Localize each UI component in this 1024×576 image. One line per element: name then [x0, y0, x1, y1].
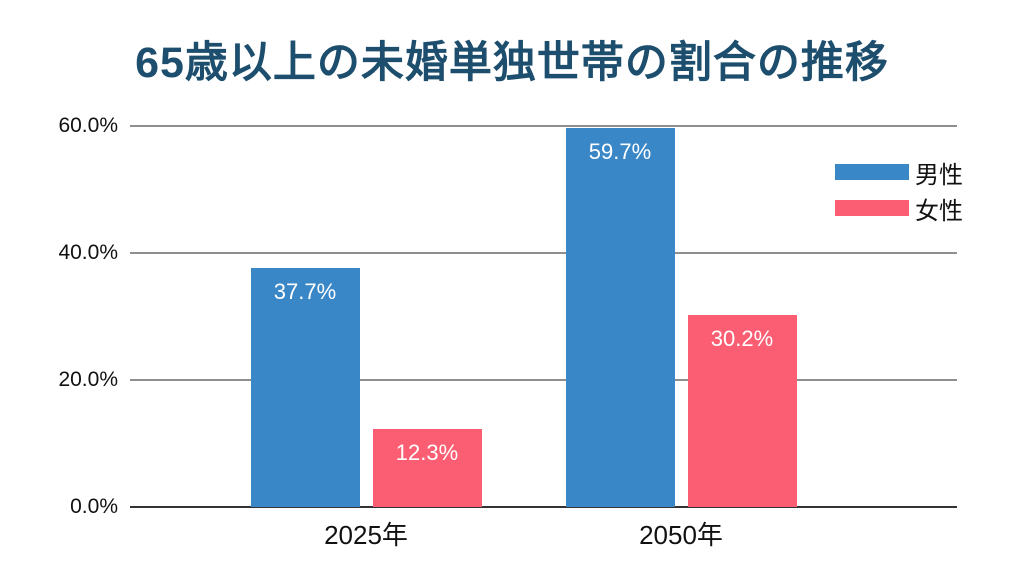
y-tick-label: 60.0%	[58, 114, 118, 137]
x-axis-line	[130, 506, 957, 508]
legend-swatch-female	[835, 200, 909, 216]
legend-label-female: 女性	[915, 197, 963, 225]
legend-swatch-male	[835, 164, 909, 180]
bar-male-2050年: 59.7%	[565, 127, 675, 507]
y-tick-label: 0.0%	[70, 495, 118, 518]
legend: 男性 女性	[835, 161, 963, 233]
bar-female-2025年: 12.3%	[372, 428, 482, 507]
x-axis-label: 2050年	[639, 520, 723, 550]
bar-female-2050年: 30.2%	[687, 315, 797, 507]
bar-value-label: 37.7%	[273, 278, 337, 304]
bar-value-label: 30.2%	[710, 326, 774, 352]
gridline	[130, 125, 957, 127]
legend-item-male: 男性	[835, 161, 963, 189]
bar-male-2025年: 37.7%	[250, 267, 360, 507]
legend-item-female: 女性	[835, 197, 963, 225]
y-tick-label: 40.0%	[58, 241, 118, 264]
bar-value-label: 59.7%	[588, 138, 652, 164]
y-tick-label: 20.0%	[58, 368, 118, 391]
x-axis-label: 2025年	[324, 520, 408, 550]
gridline	[130, 252, 957, 254]
chart-title: 65歳以上の未婚単独世帯の割合の推移	[135, 39, 889, 87]
bar-value-label: 12.3%	[395, 439, 459, 465]
legend-label-male: 男性	[915, 161, 963, 189]
gridline	[130, 379, 957, 381]
